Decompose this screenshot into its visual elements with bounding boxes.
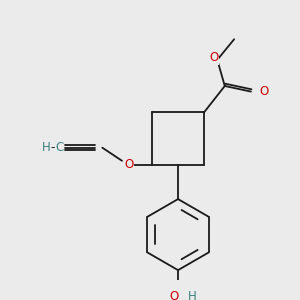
Text: C: C [55,141,64,154]
Text: O: O [170,290,179,300]
Text: -: - [51,141,55,154]
Text: O: O [124,158,133,171]
Text: O: O [209,52,218,64]
Text: H: H [42,141,51,154]
Text: O: O [260,85,268,98]
Text: H: H [188,290,196,300]
